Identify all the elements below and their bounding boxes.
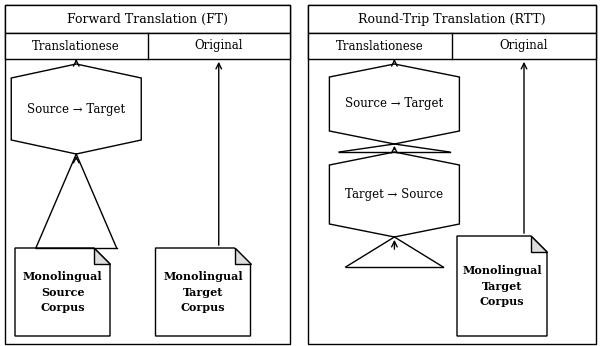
Text: Source → Target: Source → Target bbox=[346, 98, 443, 110]
Text: Source → Target: Source → Target bbox=[27, 102, 125, 116]
Polygon shape bbox=[457, 236, 547, 336]
Text: Translationese: Translationese bbox=[336, 39, 424, 53]
Text: Target → Source: Target → Source bbox=[346, 188, 443, 201]
Text: Original: Original bbox=[500, 39, 548, 53]
Polygon shape bbox=[15, 248, 110, 336]
Bar bbox=[5, 33, 290, 59]
Bar bbox=[5, 5, 290, 344]
Polygon shape bbox=[329, 152, 460, 237]
Text: Original: Original bbox=[194, 39, 243, 53]
Bar bbox=[308, 5, 596, 33]
Text: Monolingual
Source
Corpus: Monolingual Source Corpus bbox=[23, 271, 103, 313]
Text: Monolingual
Target
Corpus: Monolingual Target Corpus bbox=[462, 265, 542, 307]
Text: Forward Translation (FT): Forward Translation (FT) bbox=[67, 12, 228, 26]
Bar bbox=[308, 5, 596, 344]
Polygon shape bbox=[531, 236, 547, 252]
Text: Monolingual
Target
Corpus: Monolingual Target Corpus bbox=[163, 271, 243, 313]
Polygon shape bbox=[329, 64, 460, 144]
Polygon shape bbox=[94, 248, 110, 264]
Text: Translationese: Translationese bbox=[32, 39, 120, 53]
Polygon shape bbox=[155, 248, 251, 336]
Bar bbox=[5, 5, 290, 33]
Polygon shape bbox=[235, 248, 251, 264]
Bar bbox=[308, 33, 596, 59]
Text: Round-Trip Translation (RTT): Round-Trip Translation (RTT) bbox=[358, 12, 546, 26]
Polygon shape bbox=[11, 64, 141, 154]
